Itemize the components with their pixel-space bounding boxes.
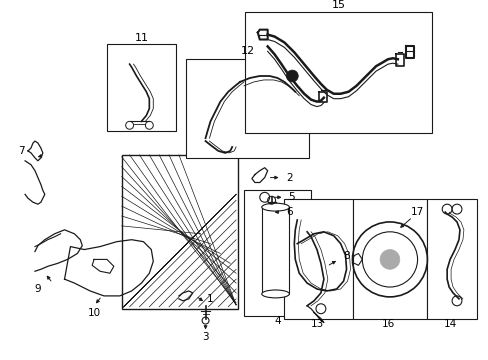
Bar bbox=[244, 190, 310, 316]
Circle shape bbox=[379, 249, 399, 269]
Text: 7: 7 bbox=[18, 146, 24, 156]
Text: 5: 5 bbox=[287, 192, 294, 202]
Bar bbox=[427, 199, 476, 319]
Text: 13: 13 bbox=[310, 319, 323, 329]
Text: 15: 15 bbox=[331, 0, 345, 10]
Bar bbox=[122, 155, 238, 309]
Text: 3: 3 bbox=[202, 332, 208, 342]
Text: 6: 6 bbox=[285, 207, 292, 217]
Circle shape bbox=[286, 70, 298, 82]
Text: 11: 11 bbox=[134, 32, 148, 42]
Ellipse shape bbox=[261, 290, 289, 298]
Text: 2: 2 bbox=[285, 172, 292, 183]
Text: 14: 14 bbox=[443, 319, 456, 329]
Text: 9: 9 bbox=[35, 284, 41, 294]
Bar bbox=[353, 199, 427, 319]
Bar bbox=[261, 207, 289, 294]
Text: 10: 10 bbox=[87, 308, 101, 318]
Text: 1: 1 bbox=[207, 294, 213, 304]
Text: 16: 16 bbox=[381, 319, 394, 329]
Bar bbox=[185, 59, 308, 158]
Bar bbox=[244, 12, 431, 133]
Text: 17: 17 bbox=[410, 207, 423, 217]
Text: 4: 4 bbox=[274, 316, 280, 325]
Bar bbox=[107, 44, 176, 131]
Bar bbox=[284, 199, 353, 319]
Text: 12: 12 bbox=[241, 46, 255, 57]
Ellipse shape bbox=[261, 203, 289, 211]
Text: 8: 8 bbox=[343, 251, 349, 261]
